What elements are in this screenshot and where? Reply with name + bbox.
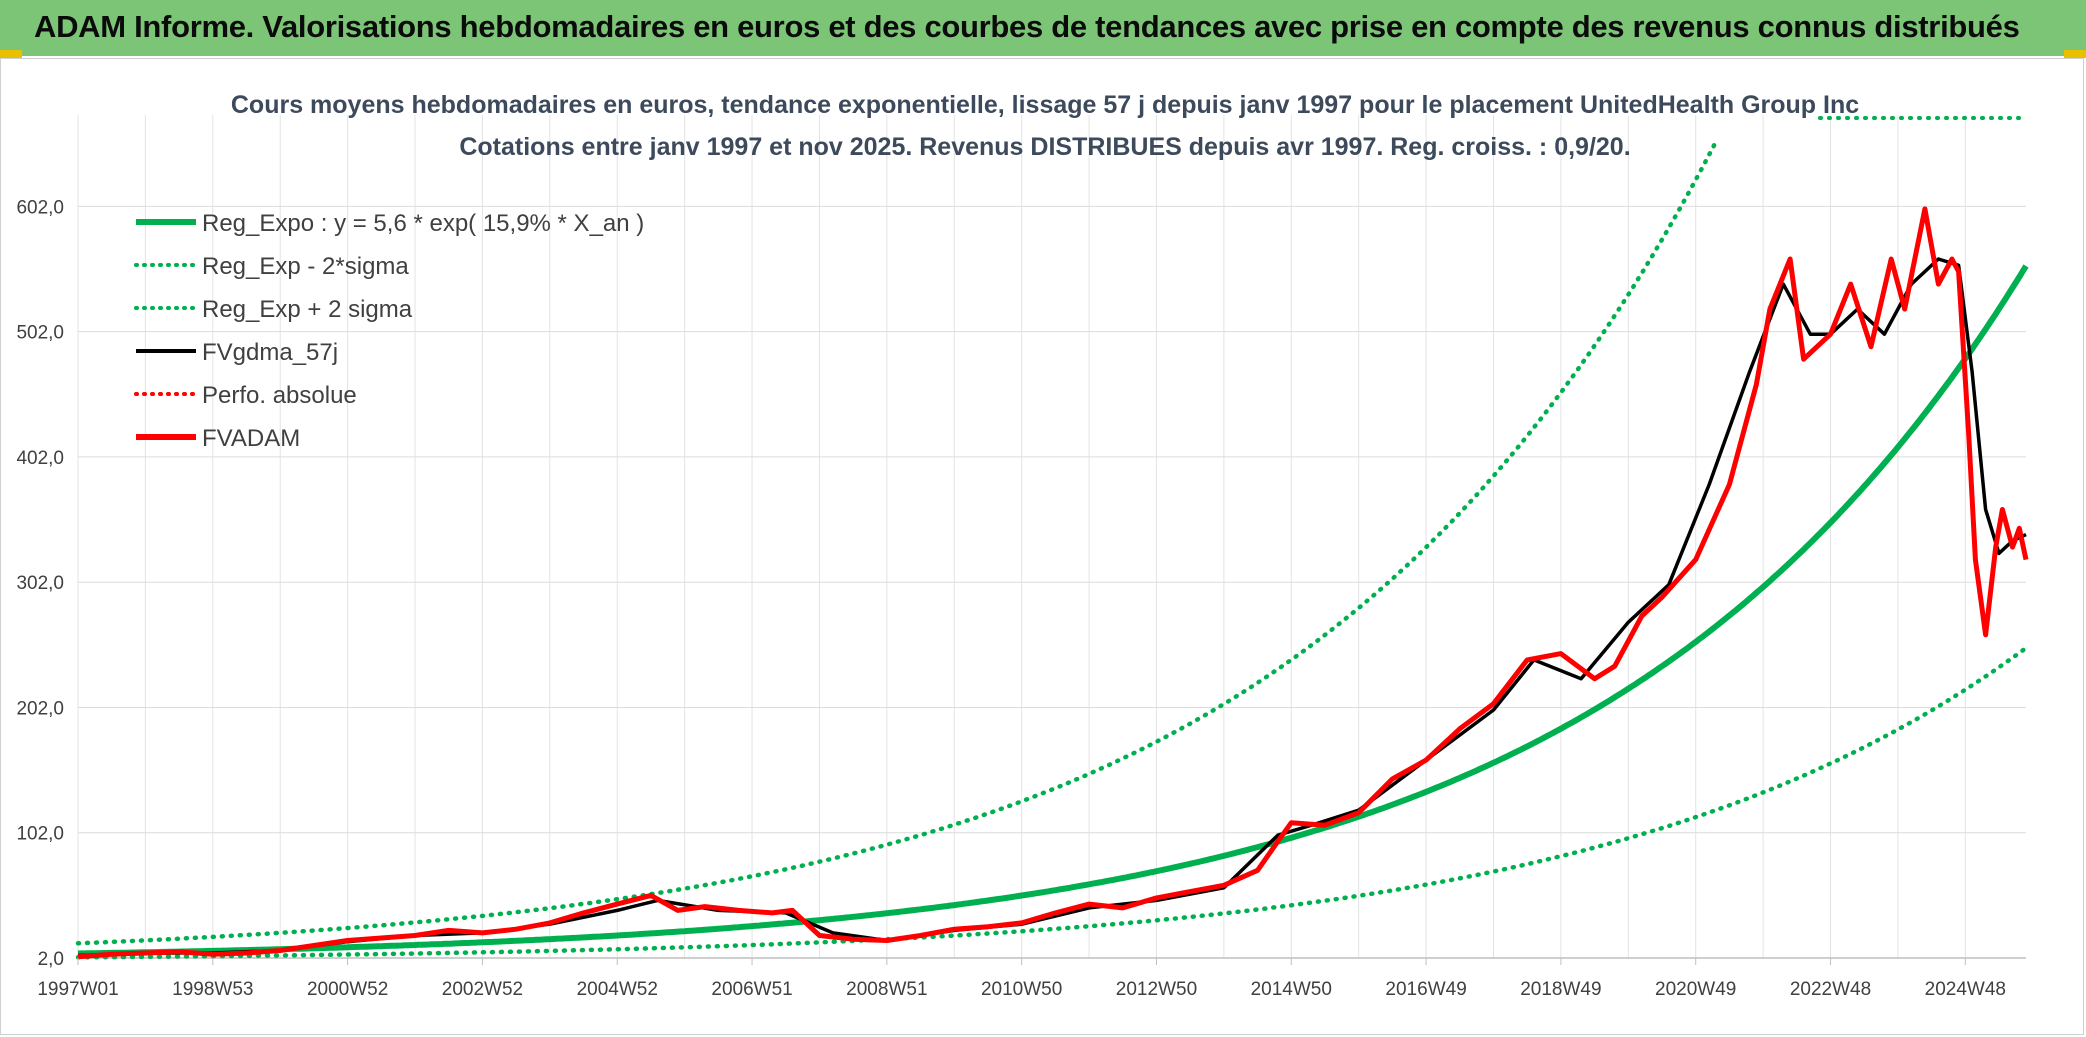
legend-label: Reg_Exp - 2*sigma — [202, 253, 409, 280]
x-tick-label: 2000W52 — [307, 979, 388, 1000]
y-tick-label: 402,0 — [16, 448, 64, 469]
x-tick-label: 2016W49 — [1385, 979, 1466, 1000]
x-tick-label: 2024W48 — [1925, 979, 2006, 1000]
chart-title-line2: Cotations entre janv 1997 et nov 2025. R… — [459, 133, 1630, 161]
x-tick-label: 1998W53 — [172, 979, 253, 1000]
chart-title-line1: Cours moyens hebdomadaires en euros, ten… — [231, 91, 1859, 119]
chart-frame — [0, 58, 2084, 1035]
legend: Reg_Expo : y = 5,6 * exp( 15,9% * X_an )… — [134, 210, 644, 452]
x-tick-label: 2020W49 — [1655, 979, 1736, 1000]
x-tick-label: 2022W48 — [1790, 979, 1871, 1000]
x-tick-label: 2014W50 — [1251, 979, 1332, 1000]
legend-label: FVgdma_57j — [202, 339, 338, 366]
reg-exp-minus-2sigma-curve — [75, 645, 2029, 960]
x-tick-label: 2010W50 — [981, 979, 1062, 1000]
reg-expo-curve — [77, 264, 2029, 957]
y-tick-label: 602,0 — [16, 197, 64, 218]
banner-corner-left — [0, 50, 22, 58]
reg-exp-plus-2sigma-curve — [75, 139, 1719, 946]
banner-corner-right — [2064, 50, 2086, 58]
x-tick-label: 2004W52 — [577, 979, 658, 1000]
data-curves — [75, 116, 2029, 960]
header-banner: ADAM Informe. Valorisations hebdomadaire… — [0, 0, 2086, 58]
x-tick-label: 2002W52 — [442, 979, 523, 1000]
y-tick-label: 302,0 — [16, 573, 64, 594]
legend-label: Perfo. absolue — [202, 382, 357, 409]
legend-label: FVADAM — [202, 425, 300, 452]
x-tick-label: 2012W50 — [1116, 979, 1197, 1000]
fvgdma-57j-line — [77, 257, 2027, 958]
y-axis-ticks: 2,0 102,0 202,0 302,0 402,0 502,0 602,0 — [16, 197, 64, 970]
y-tick-label: 102,0 — [16, 824, 64, 845]
fvadam-line — [77, 206, 2029, 960]
x-tick-label: 1997W01 — [37, 979, 118, 1000]
x-tick-label: 2008W51 — [846, 979, 927, 1000]
y-tick-label: 2,0 — [38, 949, 64, 970]
legend-label: Reg_Expo : y = 5,6 * exp( 15,9% * X_an ) — [202, 210, 644, 237]
x-axis-ticks: 1997W01 1998W53 2000W52 2002W52 2004W52 2006W… — [37, 958, 2006, 1000]
y-tick-label: 502,0 — [16, 323, 64, 344]
legend-label: Reg_Exp + 2 sigma — [202, 296, 413, 323]
y-tick-label: 202,0 — [16, 698, 64, 719]
grid-lines — [77, 115, 2026, 959]
x-tick-label: 2006W51 — [711, 979, 792, 1000]
x-tick-label: 2018W49 — [1520, 979, 1601, 1000]
report-title: ADAM Informe. Valorisations hebdomadaire… — [34, 9, 2020, 44]
